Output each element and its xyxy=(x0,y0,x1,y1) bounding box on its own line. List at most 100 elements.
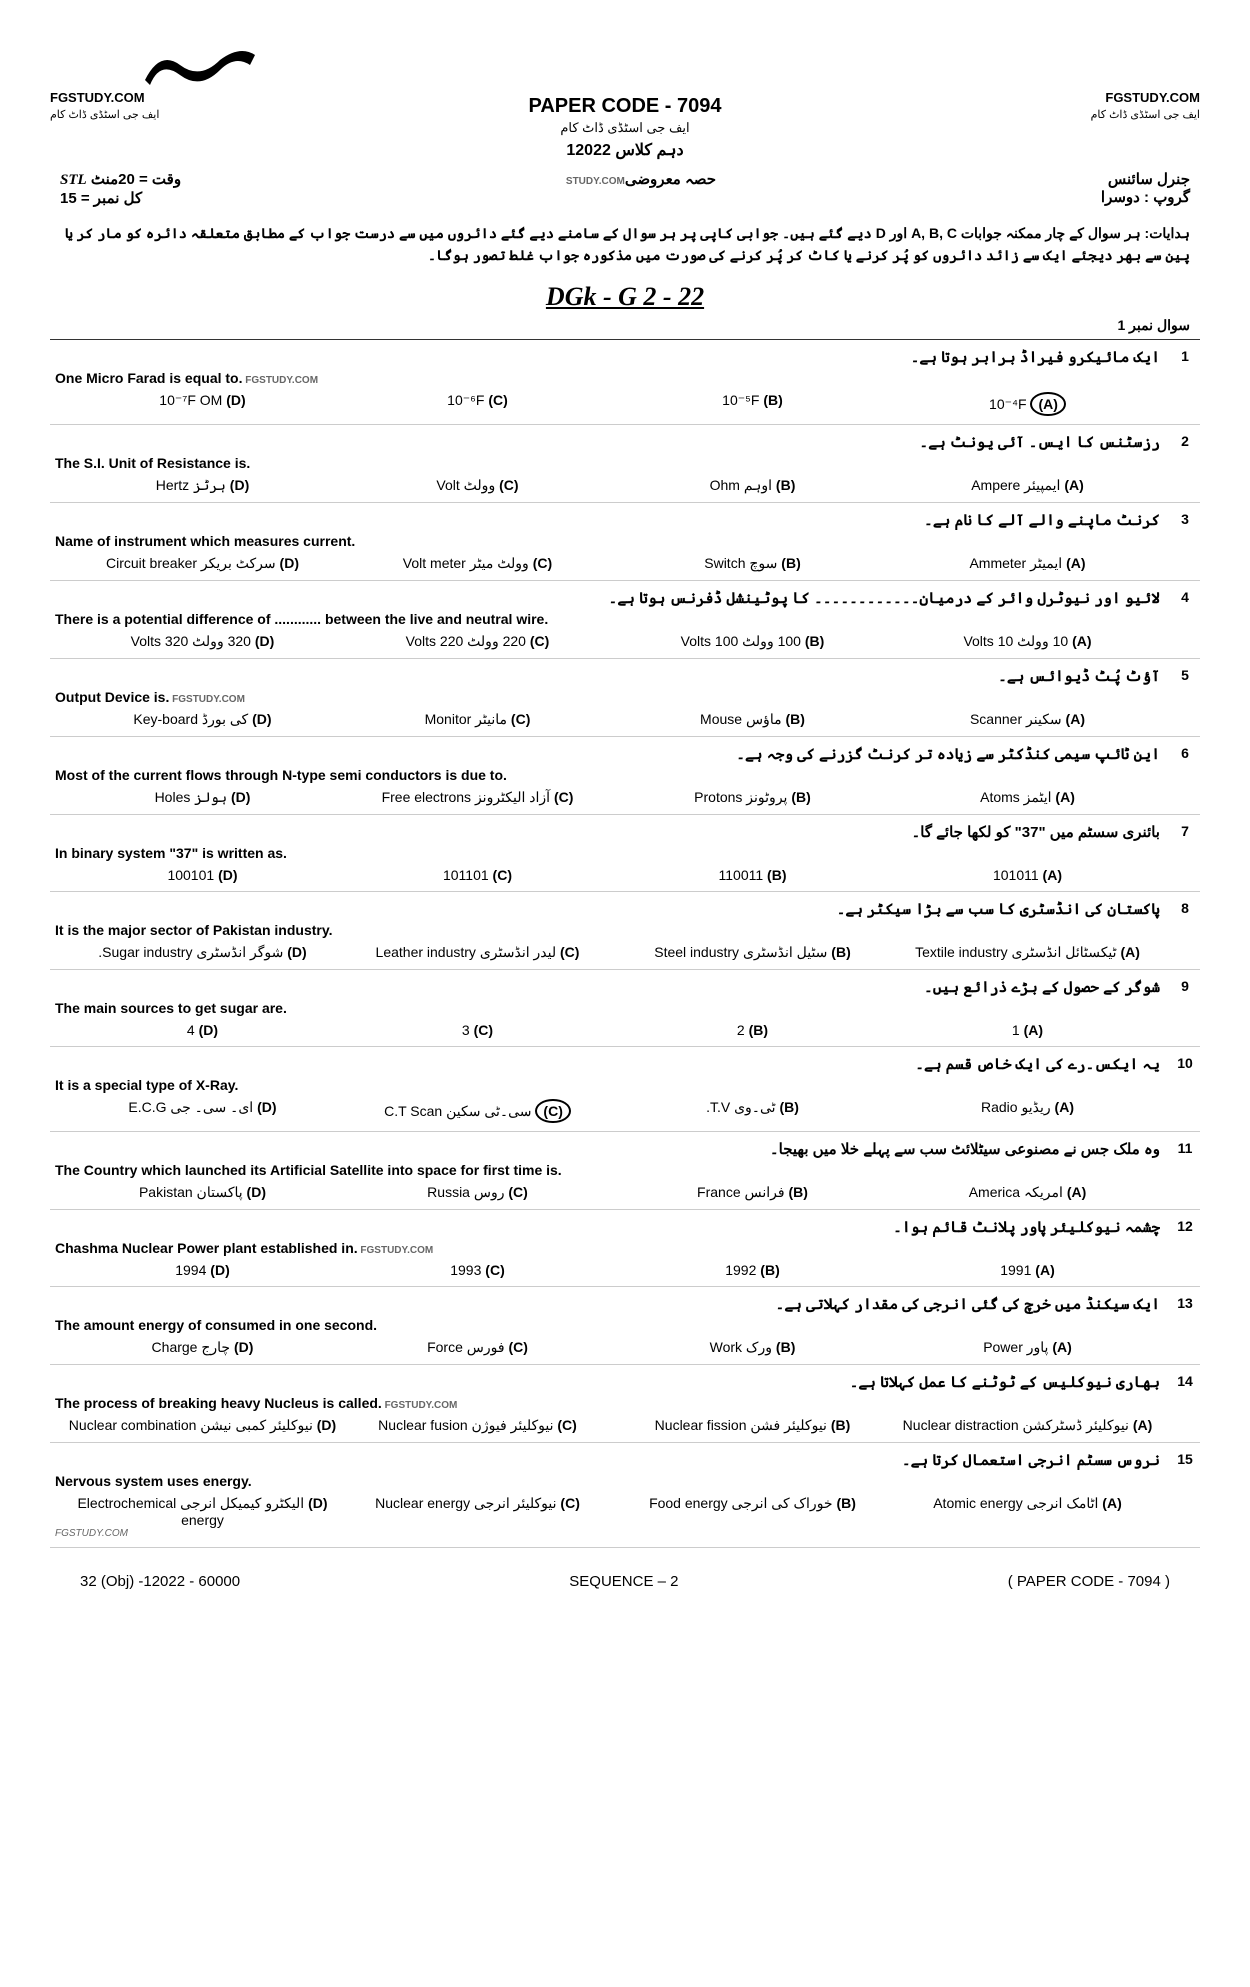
handwritten-note: DGk - G 2 - 22 xyxy=(50,282,1200,312)
options-row: (A) ٹیکسٹائل انڈسٹری Textile industry(B)… xyxy=(55,944,1195,961)
question: 7بائنری سسٹم میں "37" کو لکھا جائے گا۔In… xyxy=(50,815,1200,892)
question-urdu: این ٹائپ سیمی کنڈکٹر سے زیادہ تر کرنٹ گز… xyxy=(55,745,1195,763)
option: (D) 320 وولٹ 320 Volts xyxy=(65,633,340,650)
question-number: 14 xyxy=(1175,1373,1195,1389)
option: (C) روس Russia xyxy=(340,1184,615,1201)
question-number: 10 xyxy=(1175,1055,1195,1071)
option: (B) پروٹونز Protons xyxy=(615,789,890,806)
question-urdu: بائنری سسٹم میں "37" کو لکھا جائے گا۔ xyxy=(55,823,1195,841)
option: (A) ریڈیو Radio xyxy=(890,1099,1165,1123)
options-row: (A) سکینر Scanner(B) ماؤس Mouse(C) مانیٹ… xyxy=(55,711,1195,728)
option: (C) فورس Force xyxy=(340,1339,615,1356)
option: (B) نیوکلیئر فشن Nuclear fission xyxy=(615,1417,890,1434)
question: 14بھاری نیوکلیس کے ٹوٹنے کا عمل کہلاتا ہ… xyxy=(50,1365,1200,1443)
question-english: The amount energy of consumed in one sec… xyxy=(55,1317,1195,1333)
option: (C) وولٹ Volt xyxy=(340,477,615,494)
watermark-right-sub: ایف جی اسٹڈی ڈاٹ کام xyxy=(1091,108,1200,121)
option: (C) وولٹ میٹر Volt meter xyxy=(340,555,615,572)
question: 1ایک مائیکرو فیراڈ برابر ہوتا ہے۔One Mic… xyxy=(50,340,1200,425)
option: (B) 100 وولٹ 100 Volts xyxy=(615,633,890,650)
option: (A) ایمیٹر Ammeter xyxy=(890,555,1165,572)
question: 5آؤٹ پُٹ ڈیوائس ہے۔Output Device is. FGS… xyxy=(50,659,1200,737)
question-number: 4 xyxy=(1175,589,1195,605)
option: (A) ایمپیئر Ampere xyxy=(890,477,1165,494)
question-urdu: بھاری نیوکلیس کے ٹوٹنے کا عمل کہلاتا ہے۔ xyxy=(55,1373,1195,1391)
option: (B) سوچ Switch xyxy=(615,555,890,572)
option: (B) ماؤس Mouse xyxy=(615,711,890,728)
options-row: (A) ایٹمز Atoms(B) پروٹونز Protons(C) آز… xyxy=(55,789,1195,806)
question-urdu: ایک سیکنڈ میں خرچ کی گئی انرجی کی مقدار … xyxy=(55,1295,1195,1313)
option: (C) سی۔ٹی سکین C.T Scan xyxy=(340,1099,615,1123)
question: 4لائیو اور نیوٹرل وائر کے درمیان۔۔۔۔۔۔۔۔… xyxy=(50,581,1200,659)
option: (D) 100101 xyxy=(65,867,340,883)
option: (B) 1992 xyxy=(615,1262,890,1278)
question: 15نروس سسٹم انرجی استعمال کرتا ہے۔Nervou… xyxy=(50,1443,1200,1548)
question-header: سوال نمبر 1 xyxy=(60,317,1190,334)
footer-center: SEQUENCE – 2 xyxy=(569,1573,678,1590)
question-number: 2 xyxy=(1175,433,1195,449)
header: FGSTUDY.COM ایف جی اسٹڈی ڈاٹ کام FGSTUDY… xyxy=(50,40,1200,160)
option: (A) امریکہ America xyxy=(890,1184,1165,1201)
question: 11وہ ملک جس نے مصنوعی سیٹلائٹ سب سے پہلے… xyxy=(50,1132,1200,1210)
question-number: 13 xyxy=(1175,1295,1195,1311)
question-english: The Country which launched its Artificia… xyxy=(55,1162,1195,1178)
paper-sub: ایف جی اسٹڈی ڈاٹ کام xyxy=(50,120,1200,136)
question-number: 3 xyxy=(1175,511,1195,527)
question-english: Chashma Nuclear Power plant established … xyxy=(55,1240,1195,1256)
question-english: There is a potential difference of .....… xyxy=(55,611,1195,627)
option: (C) مانیٹر Monitor xyxy=(340,711,615,728)
option: (C) لیدر انڈسٹری Leather industry xyxy=(340,944,615,961)
option: (D) کی بورڈ Key-board xyxy=(65,711,340,728)
total-marks: کل نمبر = 15 xyxy=(60,189,181,207)
option: (B) فرانس France xyxy=(615,1184,890,1201)
options-row: (A) ریڈیو Radio(B) ٹی۔وی T.V.(C) سی۔ٹی س… xyxy=(55,1099,1195,1123)
options-row: (A) ایمیٹر Ammeter(B) سوچ Switch(C) وولٹ… xyxy=(55,555,1195,572)
question-english: The process of breaking heavy Nucleus is… xyxy=(55,1395,1195,1411)
options-row: (A) ایمپیئر Ampere(B) اوہم Ohm(C) وولٹ V… xyxy=(55,477,1195,494)
question-number: 7 xyxy=(1175,823,1195,839)
question-urdu: یہ ایکس۔رے کی ایک خاص قسم ہے۔ xyxy=(55,1055,1195,1073)
question-english: Name of instrument which measures curren… xyxy=(55,533,1195,549)
group: گروپ : دوسرا xyxy=(1101,188,1190,206)
question: 8پاکستان کی انڈسٹری کا سب سے بڑا سیکٹر ہ… xyxy=(50,892,1200,970)
footer-left: 32 (Obj) -12022 - 60000 xyxy=(80,1573,240,1590)
question-english: Most of the current flows through N-type… xyxy=(55,767,1195,783)
option: (B) 110011 xyxy=(615,867,890,883)
option: (B) ورک Work xyxy=(615,1339,890,1356)
question-urdu: نروس سسٹم انرجی استعمال کرتا ہے۔ xyxy=(55,1451,1195,1469)
option: (A) پاور Power xyxy=(890,1339,1165,1356)
question-number: 5 xyxy=(1175,667,1195,683)
option: (D) الیکٹرو کیمیکل انرجی Electrochemical… xyxy=(65,1495,340,1528)
question-urdu: آؤٹ پُٹ ڈیوائس ہے۔ xyxy=(55,667,1195,685)
meta-row: وقت = 20منٹ STL کل نمبر = 15 حصہ معروضیS… xyxy=(50,170,1200,207)
option: (D) ہولز Holes xyxy=(65,789,340,806)
option: (A) نیوکلیئر ڈسٹرکشن Nuclear distraction xyxy=(890,1417,1165,1434)
question-english: The main sources to get sugar are. xyxy=(55,1000,1195,1016)
option: (C) آزاد الیکٹرونز Free electrons xyxy=(340,789,615,806)
option: (A) ایٹمز Atoms xyxy=(890,789,1165,806)
section-label: حصہ معروضیSTUDY.COM xyxy=(566,170,716,207)
option: (D) 10⁻⁷F OM xyxy=(65,392,340,416)
question: 12چشمہ نیوکلیئر پاور پلانٹ قائم ہوا۔Chas… xyxy=(50,1210,1200,1287)
question-english: It is the major sector of Pakistan indus… xyxy=(55,922,1195,938)
time-marks: وقت = 20منٹ STL کل نمبر = 15 xyxy=(60,170,181,207)
options-row: (A) 10⁻⁴F(B) 10⁻⁵F(C) 10⁻⁶F(D) 10⁻⁷F OM xyxy=(55,392,1195,416)
question-urdu: رزسٹنس کا ایس۔ آئی یونٹ ہے۔ xyxy=(55,433,1195,451)
option: (C) 101101 xyxy=(340,867,615,883)
option: (D) ہرٹز Hertz xyxy=(65,477,340,494)
option: (A) 10 وولٹ 10 Volts xyxy=(890,633,1165,650)
options-row: (A) 101011(B) 110011(C) 101101(D) 100101 xyxy=(55,867,1195,883)
option: (C) نیوکلیئر انرجی Nuclear energy xyxy=(340,1495,615,1528)
question: 10یہ ایکس۔رے کی ایک خاص قسم ہے۔ It is a s… xyxy=(50,1047,1200,1132)
options-row: (A) اٹامک انرجی Atomic energy(B) خوراک ک… xyxy=(55,1495,1195,1528)
option: (D) ای۔ سی۔ جی E.C.G xyxy=(65,1099,340,1123)
question-english: The S.I. Unit of Resistance is. xyxy=(55,455,1195,471)
options-row: (A) پاور Power(B) ورک Work(C) فورس Force… xyxy=(55,1339,1195,1356)
option: (A) ٹیکسٹائل انڈسٹری Textile industry xyxy=(890,944,1165,961)
question: 6این ٹائپ سیمی کنڈکٹر سے زیادہ تر کرنٹ گ… xyxy=(50,737,1200,815)
question-english: It is a special type of X-Ray. xyxy=(55,1077,1195,1093)
option: (D) پاکستان Pakistan xyxy=(65,1184,340,1201)
option: (C) نیوکلیئر فیوژن Nuclear fusion xyxy=(340,1417,615,1434)
instructions: ہدایات: ہر سوال کے چار ممکنہ جوابات A, B… xyxy=(50,222,1200,267)
question: 9شوگر کے حصول کے بڑے ذرائع ہیں۔The main … xyxy=(50,970,1200,1047)
